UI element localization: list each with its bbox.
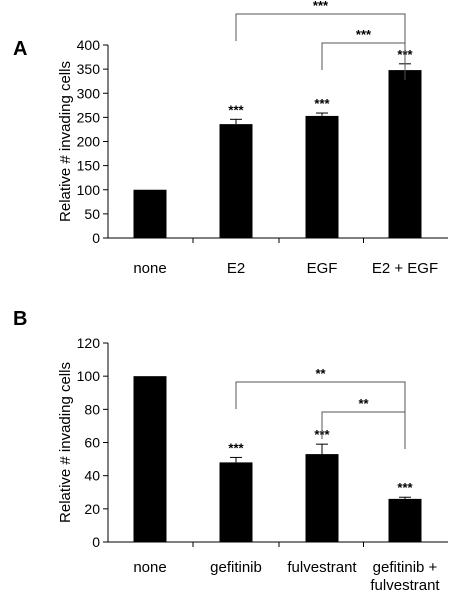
bar — [305, 115, 339, 238]
x-tick-label: fulvestrant — [370, 577, 440, 594]
y-tick-label: 250 — [77, 109, 101, 125]
bar — [388, 498, 422, 542]
y-tick-label: 40 — [84, 468, 100, 484]
comparison-bracket — [235, 381, 406, 419]
bar — [133, 376, 167, 542]
bar — [305, 454, 339, 542]
comparison-significance-label: ** — [358, 396, 369, 411]
y-tick-label: 0 — [92, 534, 100, 550]
y-tick-label: 150 — [77, 158, 101, 174]
y-tick-label: 120 — [77, 335, 101, 351]
x-tick-label: fulvestrant — [287, 559, 357, 576]
y-tick-label: 350 — [77, 61, 101, 77]
bar — [133, 189, 167, 238]
y-tick-label: 400 — [77, 37, 101, 53]
x-tick-label: none — [133, 559, 166, 576]
x-tick-label: none — [133, 260, 166, 277]
panel-label: B — [13, 308, 27, 330]
comparison-bracket — [235, 13, 406, 51]
significance-label: *** — [228, 102, 244, 117]
panel-label: A — [13, 38, 27, 60]
y-tick-label: 0 — [92, 230, 100, 246]
x-tick-label: E2 + EGF — [372, 260, 438, 277]
x-tick-label: gefitinib + — [373, 559, 438, 576]
significance-label: *** — [397, 480, 413, 495]
x-tick-label: gefitinib — [210, 559, 262, 576]
y-tick-label: 60 — [84, 435, 100, 451]
y-tick-label: 50 — [84, 206, 100, 222]
y-axis-label: Relative # invading cells — [57, 362, 74, 523]
x-tick-label: E2 — [227, 260, 245, 277]
y-tick-label: 100 — [77, 182, 101, 198]
bar — [219, 124, 253, 238]
comparison-significance-label: *** — [313, 0, 329, 13]
comparison-significance-label: *** — [356, 27, 372, 42]
y-tick-label: 80 — [84, 401, 100, 417]
y-tick-label: 100 — [77, 368, 101, 384]
significance-label: *** — [314, 96, 330, 111]
comparison-bracket — [321, 411, 406, 449]
bar — [219, 462, 253, 542]
bar — [388, 70, 422, 238]
comparison-significance-label: ** — [315, 366, 326, 381]
significance-label: *** — [228, 440, 244, 455]
y-tick-label: 200 — [77, 134, 101, 150]
y-tick-label: 20 — [84, 501, 100, 517]
y-tick-label: 300 — [77, 85, 101, 101]
comparison-bracket — [321, 42, 406, 80]
x-tick-label: EGF — [307, 260, 338, 277]
panel-b-chart: B Relative # invading cells 0 20 40 60 80 100 12… — [13, 308, 448, 594]
y-axis-label: Relative # invading cells — [57, 61, 74, 222]
panel-a-chart: A Relative # invading cells 0 50 100 150 200 25… — [13, 0, 448, 277]
